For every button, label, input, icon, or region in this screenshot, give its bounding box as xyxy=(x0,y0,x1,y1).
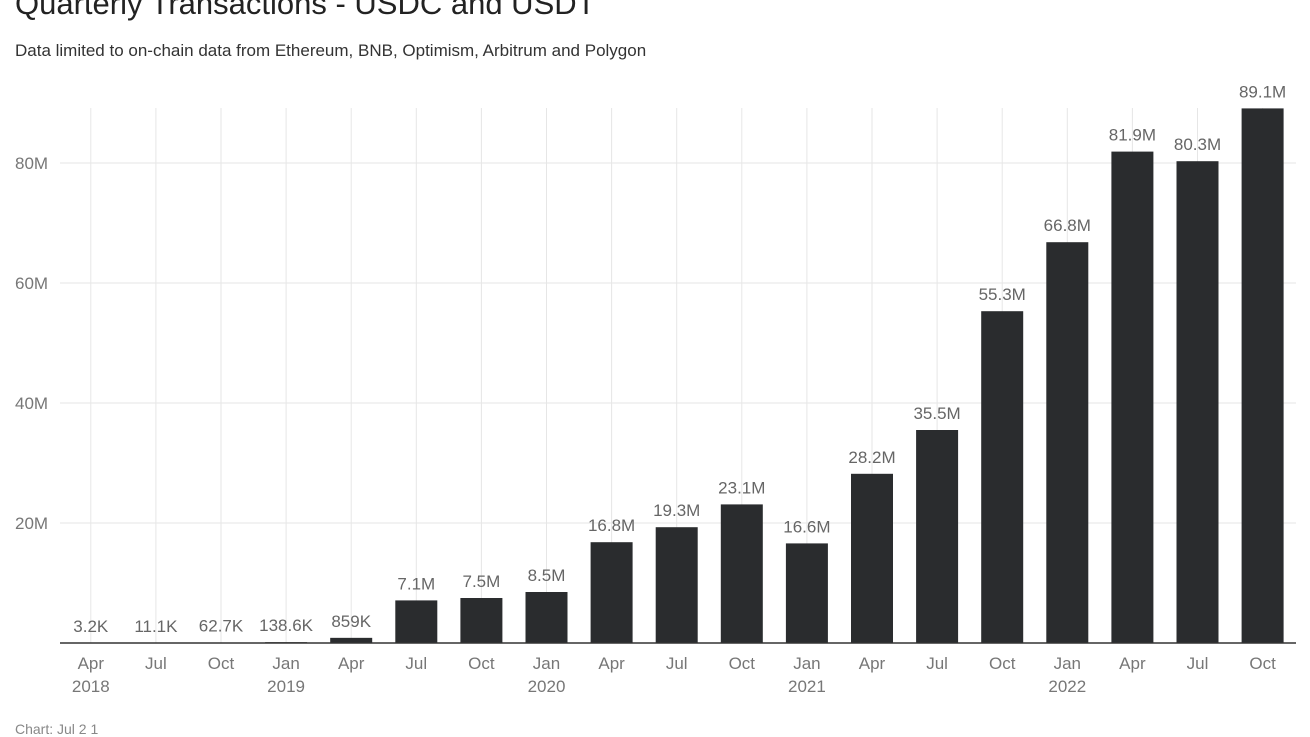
x-tick-year-label: 2020 xyxy=(528,677,566,696)
x-tick-year-label: 2019 xyxy=(267,677,305,696)
data-label: 16.6M xyxy=(783,517,830,536)
bar xyxy=(1242,108,1284,643)
data-label: 80.3M xyxy=(1174,135,1221,154)
x-tick-label: Apr xyxy=(78,654,105,673)
x-tick-label: Oct xyxy=(468,654,495,673)
bar xyxy=(851,474,893,643)
x-tick-label: Jul xyxy=(666,654,688,673)
data-label: 138.6K xyxy=(259,616,314,635)
data-label: 81.9M xyxy=(1109,126,1156,145)
y-tick-label: 80M xyxy=(15,154,48,173)
data-label: 35.5M xyxy=(913,404,960,423)
data-label: 66.8M xyxy=(1044,216,1091,235)
bar xyxy=(460,598,502,643)
bar xyxy=(786,543,828,643)
x-tick-label: Jan xyxy=(272,654,299,673)
bar xyxy=(591,542,633,643)
x-tick-label: Jul xyxy=(405,654,427,673)
x-tick-label: Apr xyxy=(859,654,886,673)
data-label: 23.1M xyxy=(718,478,765,497)
bar xyxy=(395,600,437,643)
bar xyxy=(526,592,568,643)
bar xyxy=(330,638,372,643)
data-label: 7.5M xyxy=(463,572,501,591)
x-tick-label: Jul xyxy=(145,654,167,673)
x-tick-year-label: 2018 xyxy=(72,677,110,696)
x-tick-label: Apr xyxy=(598,654,625,673)
data-label: 16.8M xyxy=(588,516,635,535)
bar xyxy=(1111,152,1153,643)
data-label: 19.3M xyxy=(653,501,700,520)
bar xyxy=(656,527,698,643)
x-tick-label: Apr xyxy=(338,654,365,673)
data-label: 8.5M xyxy=(528,566,566,585)
data-label: 859K xyxy=(331,612,371,631)
bar xyxy=(1177,161,1219,643)
data-label: 11.1K xyxy=(134,617,178,636)
data-label: 3.2K xyxy=(73,617,109,636)
x-tick-year-label: 2021 xyxy=(788,677,826,696)
x-tick-label: Apr xyxy=(1119,654,1146,673)
data-label: 28.2M xyxy=(848,448,895,467)
x-tick-label: Jul xyxy=(926,654,948,673)
data-label: 55.3M xyxy=(979,285,1026,304)
bar xyxy=(721,504,763,643)
data-label: 7.1M xyxy=(397,574,435,593)
data-label: 62.7K xyxy=(199,617,244,636)
y-tick-label: 60M xyxy=(15,274,48,293)
x-tick-label: Jan xyxy=(533,654,560,673)
x-tick-label: Jul xyxy=(1187,654,1209,673)
x-tick-label: Oct xyxy=(729,654,756,673)
y-tick-label: 20M xyxy=(15,514,48,533)
data-label: 89.1M xyxy=(1239,82,1286,101)
bar xyxy=(916,430,958,643)
x-tick-label: Oct xyxy=(989,654,1016,673)
x-tick-label: Jan xyxy=(1054,654,1081,673)
x-tick-label: Jan xyxy=(793,654,820,673)
bar xyxy=(981,311,1023,643)
x-tick-label: Oct xyxy=(208,654,235,673)
chart-footer: Chart: Jul 2 1 xyxy=(15,721,98,737)
x-tick-label: Oct xyxy=(1249,654,1276,673)
bar xyxy=(1046,242,1088,643)
y-tick-label: 40M xyxy=(15,394,48,413)
x-tick-year-label: 2022 xyxy=(1048,677,1086,696)
